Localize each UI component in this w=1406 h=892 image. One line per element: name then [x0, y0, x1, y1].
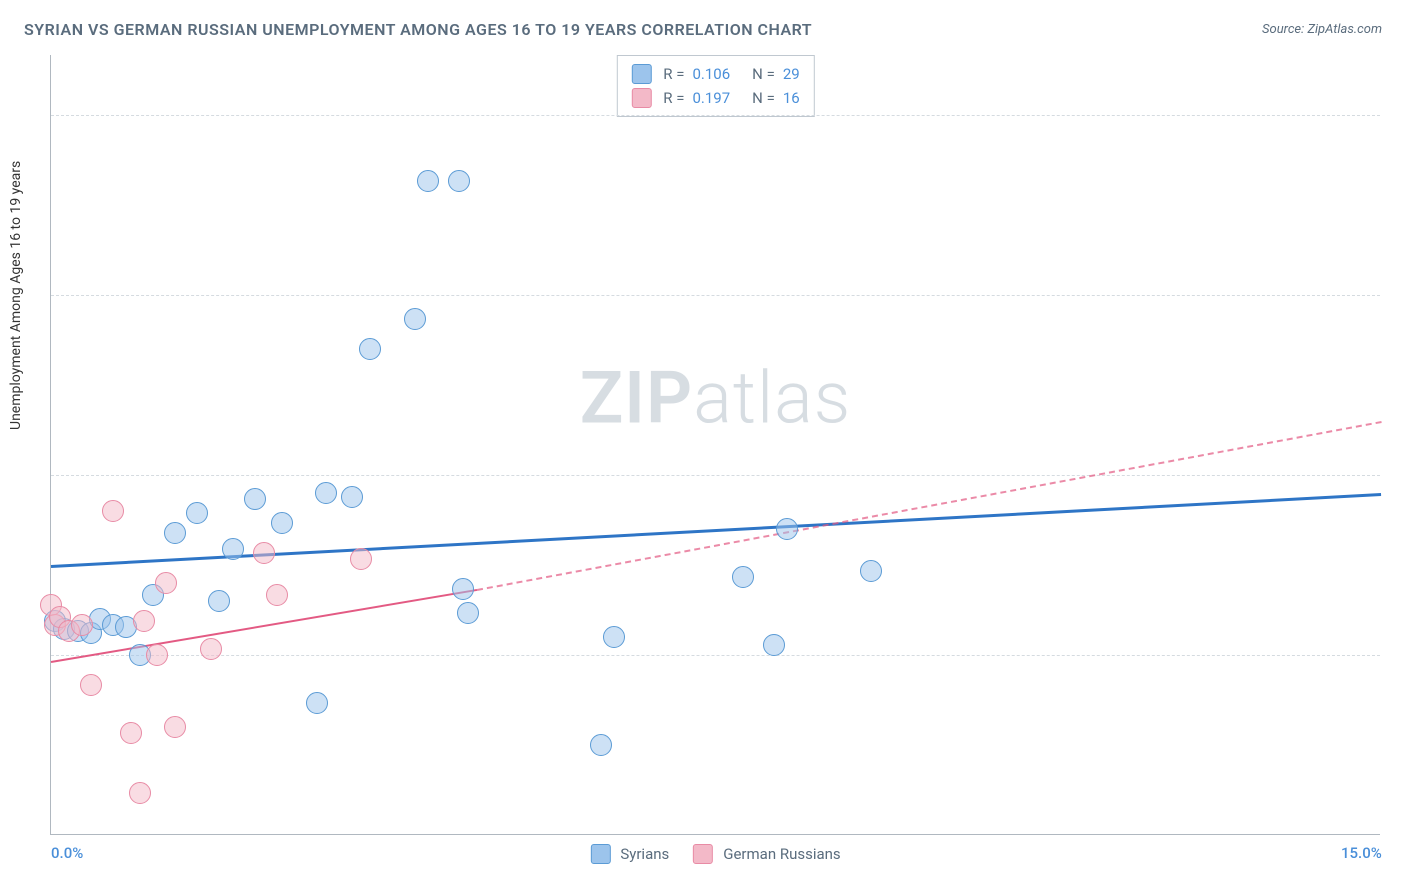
source-label: Source: [1262, 22, 1304, 37]
legend-swatch [631, 64, 651, 84]
data-point [306, 692, 328, 714]
n-value: 29 [783, 62, 800, 86]
data-point [71, 614, 93, 636]
gridline [51, 475, 1380, 476]
data-point [266, 584, 288, 606]
n-label: N = [752, 86, 775, 110]
series-legend: Syrians German Russians [590, 844, 840, 864]
data-point [244, 488, 266, 510]
stats-row: R = 0.197 N = 16 [631, 86, 799, 110]
data-point [359, 338, 381, 360]
data-point [404, 308, 426, 330]
watermark-bold: ZIP [580, 355, 693, 440]
watermark: ZIPatlas [580, 355, 852, 440]
n-label: N = [752, 62, 775, 86]
correlation-stats-box: R = 0.106 N = 29 R = 0.197 N = 16 [616, 55, 814, 117]
data-point [222, 538, 244, 560]
y-tick-label: 60.0% [1390, 106, 1406, 124]
stats-row: R = 0.106 N = 29 [631, 62, 799, 86]
legend-label: German Russians [723, 845, 840, 863]
data-point [208, 590, 230, 612]
gridline [51, 655, 1380, 656]
n-value: 16 [783, 86, 800, 110]
data-point [457, 602, 479, 624]
data-point [164, 522, 186, 544]
data-point [120, 722, 142, 744]
data-point [448, 170, 470, 192]
data-point [200, 638, 222, 660]
data-point [776, 518, 798, 540]
trend-line [476, 421, 1381, 591]
data-point [186, 502, 208, 524]
data-point [452, 578, 474, 600]
data-point [417, 170, 439, 192]
data-point [155, 572, 177, 594]
legend-label: Syrians [620, 845, 669, 863]
legend-item: German Russians [693, 844, 840, 864]
data-point [271, 512, 293, 534]
gridline [51, 295, 1380, 296]
source-value: ZipAtlas.com [1307, 22, 1382, 37]
x-tick-label: 15.0% [1341, 844, 1382, 862]
legend-swatch [590, 844, 610, 864]
legend-item: Syrians [590, 844, 669, 864]
data-point [146, 644, 168, 666]
data-point [603, 626, 625, 648]
r-value: 0.197 [692, 86, 730, 110]
r-value: 0.106 [692, 62, 730, 86]
data-point [133, 610, 155, 632]
legend-swatch [631, 88, 651, 108]
r-label: R = [663, 62, 684, 86]
data-point [80, 674, 102, 696]
watermark-light: atlas [693, 355, 851, 440]
y-tick-label: 45.0% [1390, 286, 1406, 304]
data-point [129, 782, 151, 804]
chart-title: SYRIAN VS GERMAN RUSSIAN UNEMPLOYMENT AM… [24, 20, 812, 39]
data-point [590, 734, 612, 756]
data-point [315, 482, 337, 504]
source-attribution: Source: ZipAtlas.com [1262, 22, 1382, 37]
data-point [341, 486, 363, 508]
y-axis-label: Unemployment Among Ages 16 to 19 years [8, 161, 24, 430]
data-point [732, 566, 754, 588]
data-point [350, 548, 372, 570]
gridline [51, 115, 1380, 116]
y-tick-label: 15.0% [1390, 646, 1406, 664]
data-point [763, 634, 785, 656]
scatter-plot-area: ZIPatlas R =0.106N =29R =0.197N =16 Syri… [50, 55, 1380, 835]
data-point [164, 716, 186, 738]
data-point [860, 560, 882, 582]
y-tick-label: 30.0% [1390, 466, 1406, 484]
x-tick-label: 0.0% [51, 844, 83, 862]
data-point [102, 500, 124, 522]
r-label: R = [663, 86, 684, 110]
data-point [253, 542, 275, 564]
legend-swatch [693, 844, 713, 864]
